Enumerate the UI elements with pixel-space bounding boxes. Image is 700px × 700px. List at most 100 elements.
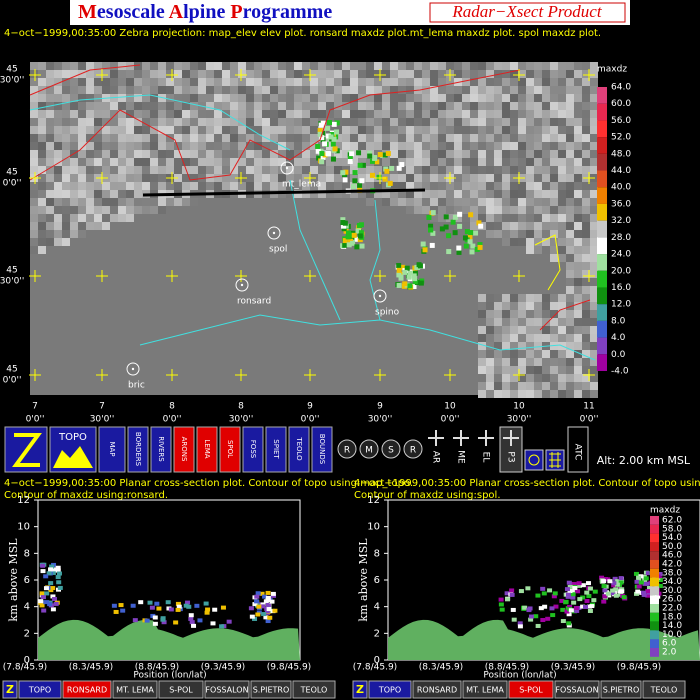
terrain-cell <box>150 182 158 190</box>
terrain-cell <box>198 62 206 70</box>
colorbar-band <box>597 220 607 238</box>
bottom-button[interactable] <box>642 680 686 699</box>
terrain-cell <box>542 94 550 102</box>
radar-label: R <box>410 446 416 456</box>
terrain-cell <box>574 278 582 286</box>
bottom-button[interactable] <box>554 680 600 699</box>
bottom-button[interactable] <box>352 680 368 699</box>
terrain-cell <box>398 166 406 174</box>
terrain-cell <box>134 110 142 118</box>
bottom-button[interactable] <box>508 680 554 699</box>
bottom-button[interactable] <box>600 680 642 699</box>
echo-cell <box>320 130 326 136</box>
bottom-button[interactable] <box>368 680 412 699</box>
terrain-cell <box>582 270 590 278</box>
terrain-cell <box>102 158 110 166</box>
terrain-cell <box>30 142 38 150</box>
terrain-cell <box>550 134 558 142</box>
echo-cell <box>443 224 449 230</box>
terrain-cell <box>150 86 158 94</box>
echo-cell <box>264 609 270 614</box>
terrain-cell <box>182 174 190 182</box>
terrain-cell <box>542 62 550 70</box>
terrain-cell <box>462 206 470 214</box>
terrain-cell <box>126 70 134 78</box>
radar-button[interactable] <box>359 439 379 459</box>
terrain-cell <box>518 342 526 350</box>
terrain-cell <box>478 198 486 206</box>
bottom-button[interactable] <box>204 680 250 699</box>
terrain-cell <box>534 302 542 310</box>
toolbar-button[interactable] <box>127 426 149 473</box>
radar-button[interactable] <box>337 439 357 459</box>
toolbar-button[interactable] <box>288 426 310 473</box>
terrain-cell <box>342 158 350 166</box>
bottom-button[interactable] <box>412 680 462 699</box>
toolbar-button[interactable] <box>265 426 287 473</box>
bottom-button[interactable] <box>18 680 62 699</box>
terrain-cell <box>46 62 54 70</box>
toolbar-button[interactable] <box>150 426 172 473</box>
toolbar-button[interactable] <box>196 426 218 473</box>
terrain-cell <box>222 166 230 174</box>
terrain-cell <box>86 214 94 222</box>
bottom-button[interactable] <box>462 680 508 699</box>
terrain-cell <box>86 142 94 150</box>
terrain-cell <box>38 150 46 158</box>
radar-button[interactable] <box>403 439 423 459</box>
bottom-button[interactable] <box>2 680 18 699</box>
echo-cell <box>49 564 55 569</box>
terrain-cell <box>374 118 382 126</box>
terrain-cell <box>574 390 582 398</box>
terrain-cell <box>182 118 190 126</box>
terrain-cell <box>478 94 486 102</box>
bottom-button[interactable] <box>292 680 336 699</box>
bottom-button[interactable] <box>158 680 204 699</box>
terrain-cell <box>270 142 278 150</box>
terrain-cell <box>46 150 54 158</box>
terrain-cell <box>166 126 174 134</box>
terrain-cell <box>86 118 94 126</box>
echo-cell <box>545 616 551 621</box>
echo-cell <box>618 580 624 585</box>
echo-cell <box>559 598 565 603</box>
echo-cell <box>477 242 483 248</box>
terrain-cell <box>486 214 494 222</box>
echo-cell <box>464 229 470 235</box>
echo-cell <box>55 565 61 570</box>
lon-deg: 9 <box>377 402 383 412</box>
toolbar-button[interactable] <box>311 426 333 473</box>
terrain-cell <box>366 70 374 78</box>
terrain-cell <box>558 230 566 238</box>
terrain-cell <box>222 62 230 70</box>
terrain-cell <box>54 78 62 86</box>
terrain-cell <box>558 358 566 366</box>
colorbar-label: 4.0 <box>611 333 626 343</box>
atc-button[interactable] <box>567 426 589 473</box>
terrain-cell <box>150 102 158 110</box>
terrain-cell <box>342 62 350 70</box>
terrain-cell <box>566 246 574 254</box>
toolbar-button[interactable] <box>242 426 264 473</box>
toolbar-button[interactable] <box>173 426 195 473</box>
terrain-cell <box>414 78 422 86</box>
bottom-button[interactable] <box>62 680 112 699</box>
lon-min: 0'0'' <box>580 415 599 425</box>
target-button[interactable] <box>524 449 544 471</box>
terrain-cell <box>134 78 142 86</box>
bottom-button[interactable] <box>112 680 158 699</box>
echo-cell <box>191 623 197 628</box>
terrain-cell <box>454 110 462 118</box>
terrain-cell <box>334 182 342 190</box>
toolbar-button[interactable] <box>219 426 241 473</box>
radar-button[interactable] <box>381 439 401 459</box>
terrain-cell <box>566 374 574 382</box>
terrain-cell <box>278 126 286 134</box>
terrain-cell <box>574 382 582 390</box>
terrain-cell <box>438 134 446 142</box>
bottom-button[interactable] <box>250 680 292 699</box>
terrain-cell <box>510 190 518 198</box>
terrain-cell <box>270 118 278 126</box>
toolbar-button[interactable] <box>98 426 126 473</box>
station-marker <box>280 161 294 175</box>
